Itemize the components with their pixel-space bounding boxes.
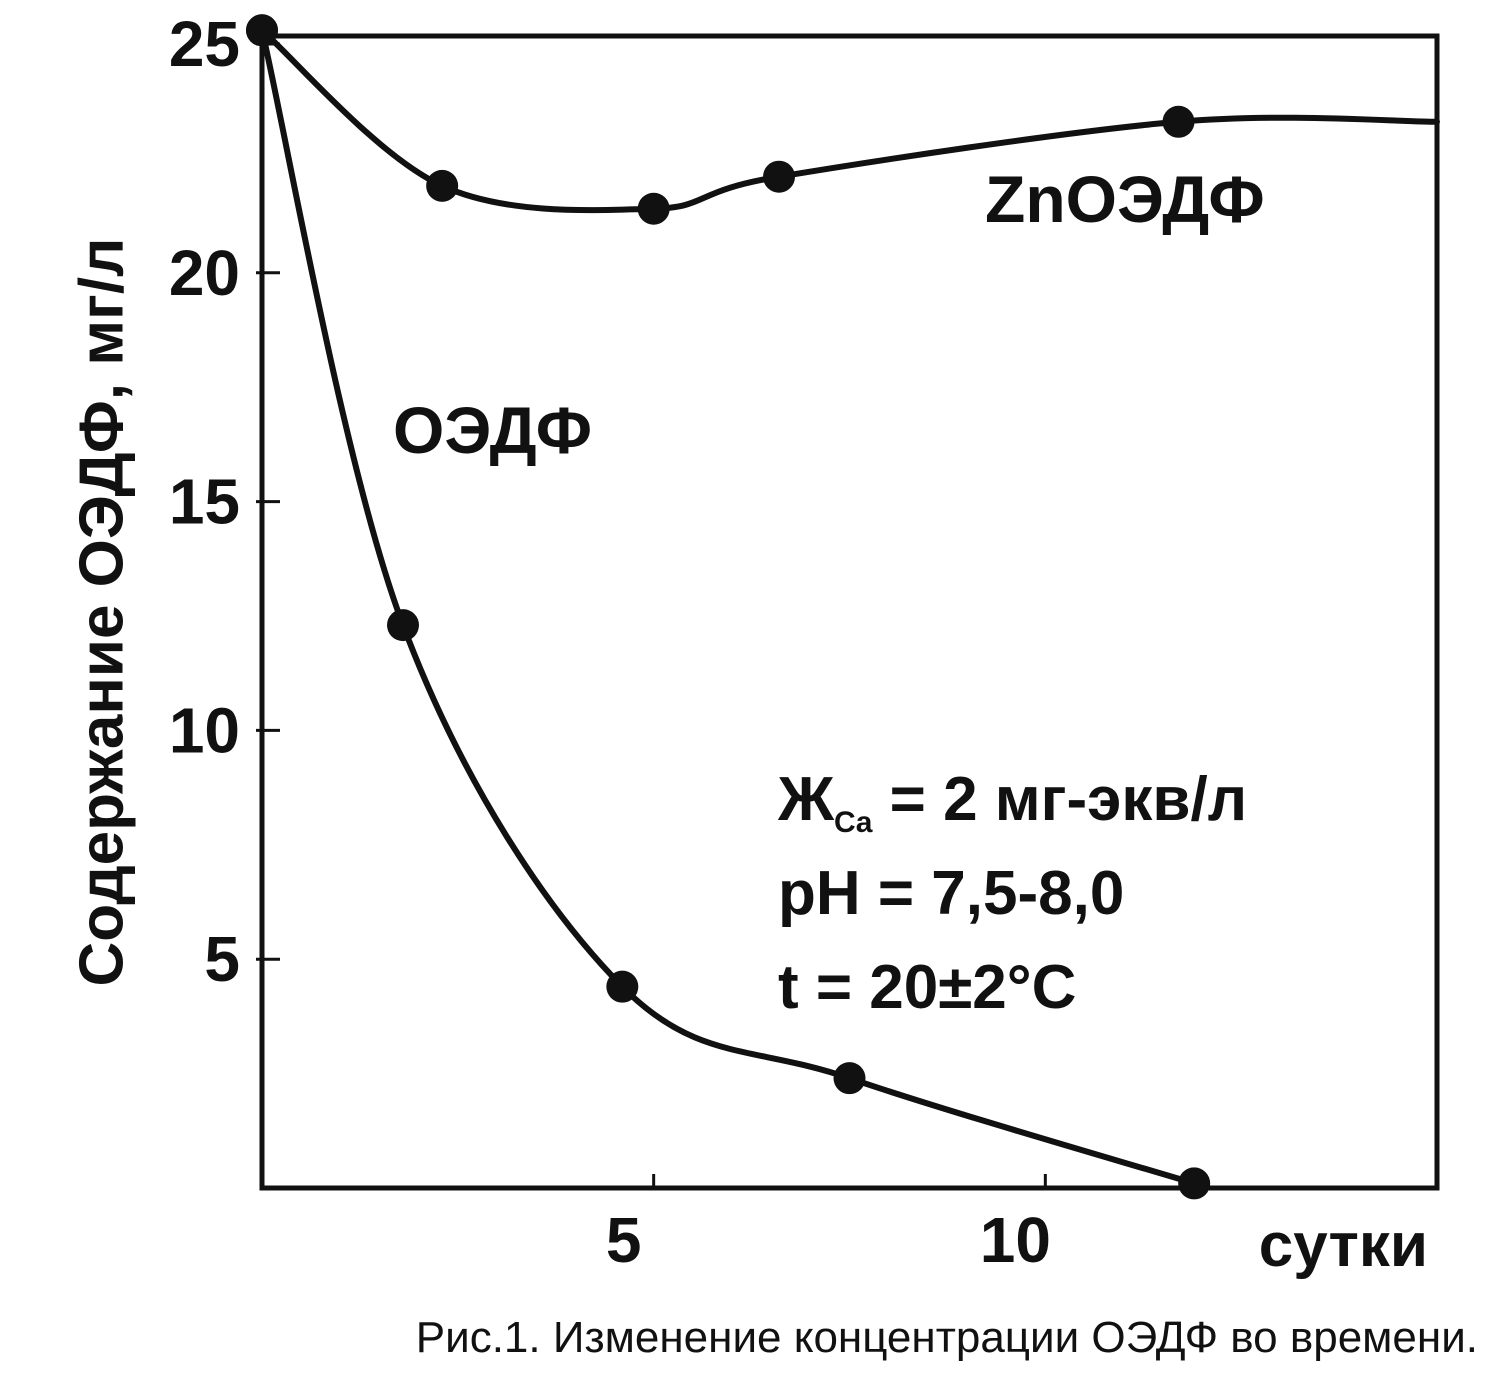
y-tick-label-20: 20 (169, 237, 240, 309)
condition-hardness-value: = 2 мг-экв/л (872, 765, 1247, 834)
series-0-point-1 (426, 169, 459, 202)
y-axis-ticks: 5 10 15 20 25 (169, 8, 280, 995)
series-1-point-4 (1178, 1167, 1211, 1200)
y-tick-label-25: 25 (169, 8, 240, 80)
x-axis-ticks: 5 10 (606, 1174, 1051, 1276)
condition-hardness: ЖCa = 2 мг-экв/л (777, 765, 1247, 839)
condition-temperature: t = 20±2°C (778, 953, 1076, 1022)
series-1-point-2 (606, 970, 639, 1003)
y-tick-label-15: 15 (169, 466, 240, 538)
condition-hardness-symbol: Ж (777, 765, 835, 834)
series-line-0 (259, 27, 1440, 214)
series-0-point-2 (637, 192, 670, 225)
x-tick-label-5: 5 (606, 1204, 642, 1276)
y-tick-label-5: 5 (204, 923, 240, 995)
x-tick-label-10: 10 (980, 1204, 1051, 1276)
series-line-1 (259, 27, 1198, 1187)
series-1-point-0 (246, 14, 278, 47)
series-1-point-1 (387, 609, 419, 642)
y-tick-label-10: 10 (169, 694, 240, 766)
series-0-point-4 (1162, 105, 1195, 138)
series-0-point-3 (763, 160, 795, 193)
condition-hardness-subscript: Ca (834, 806, 873, 839)
plot-frame (259, 33, 1440, 1191)
y-axis-label: Содержание ОЭДФ, мг/л (67, 238, 136, 987)
series-label-oedf: ОЭДФ (393, 393, 592, 467)
x-axis-label: сутки (1259, 1211, 1428, 1280)
series-label-znoedf: ZnОЭДФ (985, 162, 1265, 236)
series-1-point-3 (833, 1062, 866, 1095)
figure-caption: Рис.1. Изменение концентрации ОЭДФ во вр… (416, 1313, 1478, 1362)
condition-ph: pH = 7,5-8,0 (778, 859, 1124, 928)
series-layer (246, 14, 1440, 1200)
